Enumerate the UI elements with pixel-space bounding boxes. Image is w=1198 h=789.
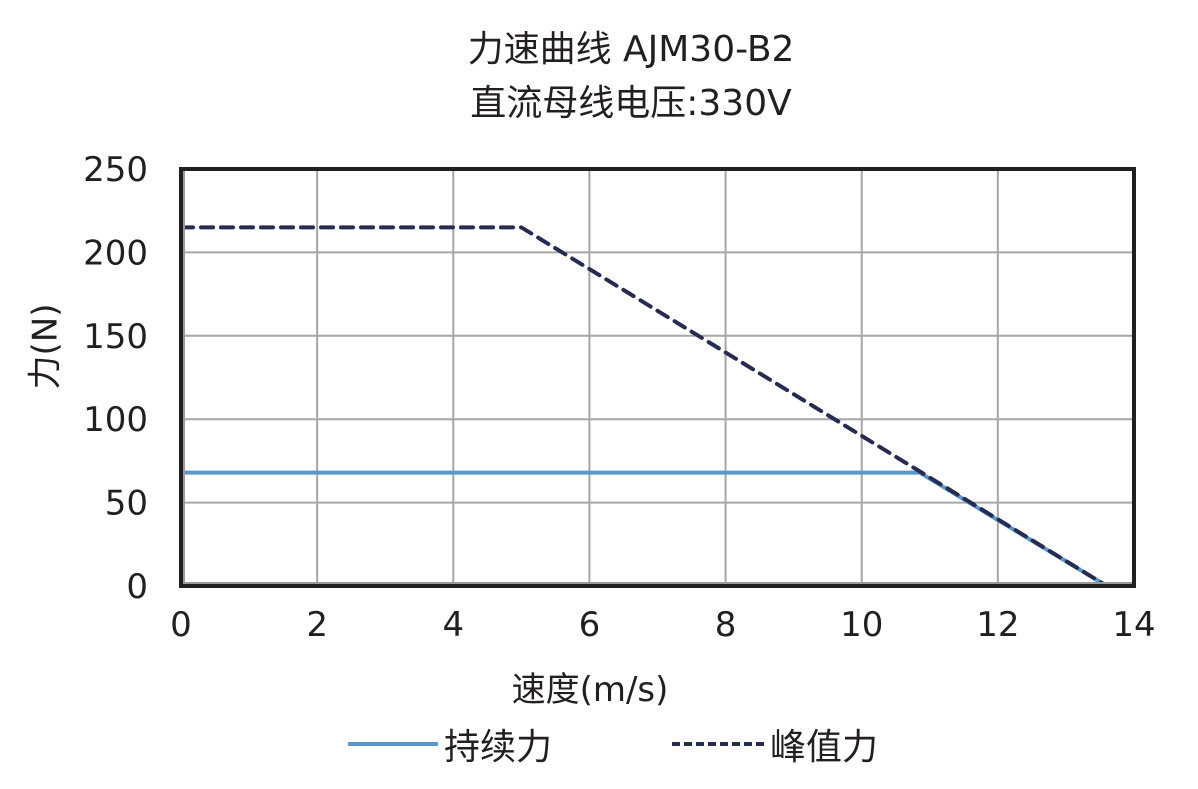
plot-frame: [179, 167, 1136, 588]
x-tick-label: 10: [840, 605, 883, 645]
y-tick-label: 250: [83, 150, 148, 190]
x-tick-label: 8: [715, 605, 737, 645]
y-tick-label: 150: [83, 317, 148, 357]
x-tick-label: 6: [579, 605, 601, 645]
grid-lines: [181, 169, 1134, 586]
x-axis-label: 速度(m/s): [511, 670, 669, 710]
x-axis-ticks: 0 2 4 6 8 10 12 14: [170, 605, 1155, 645]
legend-label: 峰值力: [770, 727, 879, 768]
y-tick-label: 200: [83, 233, 148, 273]
legend-item-peak-force: 峰值力: [672, 718, 878, 770]
chart-subtitle: 直流母线电压:330V: [470, 83, 792, 124]
x-tick-label: 14: [1112, 605, 1155, 645]
legend-dashed-line-icon: [672, 742, 764, 746]
peak-force-line: [179, 225, 1109, 588]
x-tick-label: 0: [170, 605, 192, 645]
x-tick-label: 4: [442, 605, 464, 645]
continuous-force-line: [181, 470, 1108, 588]
y-tick-label: 100: [83, 400, 148, 440]
y-tick-label: 0: [126, 567, 148, 607]
x-tick-label: 12: [976, 605, 1019, 645]
legend-item-continuous-force: 持续力: [348, 718, 552, 770]
y-tick-label: 50: [105, 484, 148, 524]
y-axis-ticks: 0 50 100 150 200 250: [83, 150, 148, 607]
y-axis-label: 力(N): [25, 303, 66, 390]
chart-title: 力速曲线 AJM30-B2: [467, 29, 795, 70]
legend-solid-line-icon: [348, 742, 438, 746]
x-tick-label: 2: [306, 605, 328, 645]
legend-label: 持续力: [444, 727, 553, 768]
data-series: [179, 225, 1109, 588]
